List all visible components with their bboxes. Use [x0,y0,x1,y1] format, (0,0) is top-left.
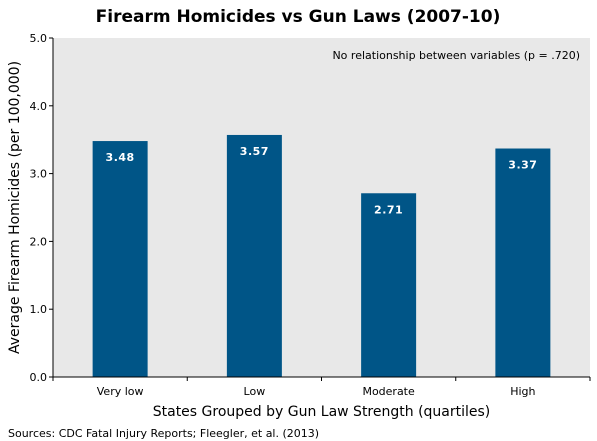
x-tick-label: High [510,385,535,398]
x-axis-label: States Grouped by Gun Law Strength (quar… [153,404,491,420]
x-tick-label: Moderate [362,385,415,398]
bar-very-low [92,141,148,377]
y-axis: 0.0 1.0 2.0 3.0 4.0 5.0 [30,32,54,384]
data-label: 3.37 [508,159,537,172]
y-tick-label: 0.0 [30,371,48,384]
bar-moderate [361,193,417,377]
bar-high [495,148,551,377]
bars-group [92,134,551,377]
data-label: 3.57 [240,145,269,158]
y-tick-label: 5.0 [30,32,48,45]
y-tick-label: 3.0 [30,168,48,181]
y-tick-label: 1.0 [30,303,48,316]
bar-low [226,134,282,377]
y-tick-label: 2.0 [30,235,48,248]
source-note: Sources: CDC Fatal Injury Reports; Fleeg… [8,427,319,440]
y-axis-label: Average Firearm Homicides (per 100,000) [7,61,23,354]
x-tick-label: Very low [97,385,144,398]
x-axis: Very low Low Moderate High [52,376,591,398]
y-tick-label: 4.0 [30,100,48,113]
chart-title: Firearm Homicides vs Gun Laws (2007-10) [96,7,501,27]
x-tick-label: Low [244,385,266,398]
significance-annotation: No relationship between variables (p = .… [332,49,580,62]
data-label: 3.48 [106,151,135,164]
data-label: 2.71 [374,203,403,216]
data-labels-group: 3.48 3.57 2.71 3.37 [106,145,537,216]
